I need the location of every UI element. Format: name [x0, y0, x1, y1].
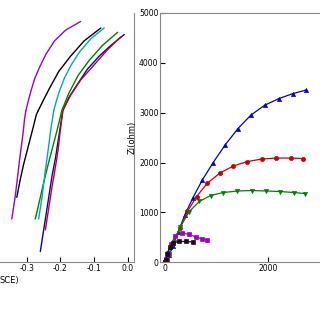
Y-axis label: Zi(ohm): Zi(ohm) — [127, 121, 136, 154]
X-axis label: SCE): SCE) — [0, 276, 20, 284]
